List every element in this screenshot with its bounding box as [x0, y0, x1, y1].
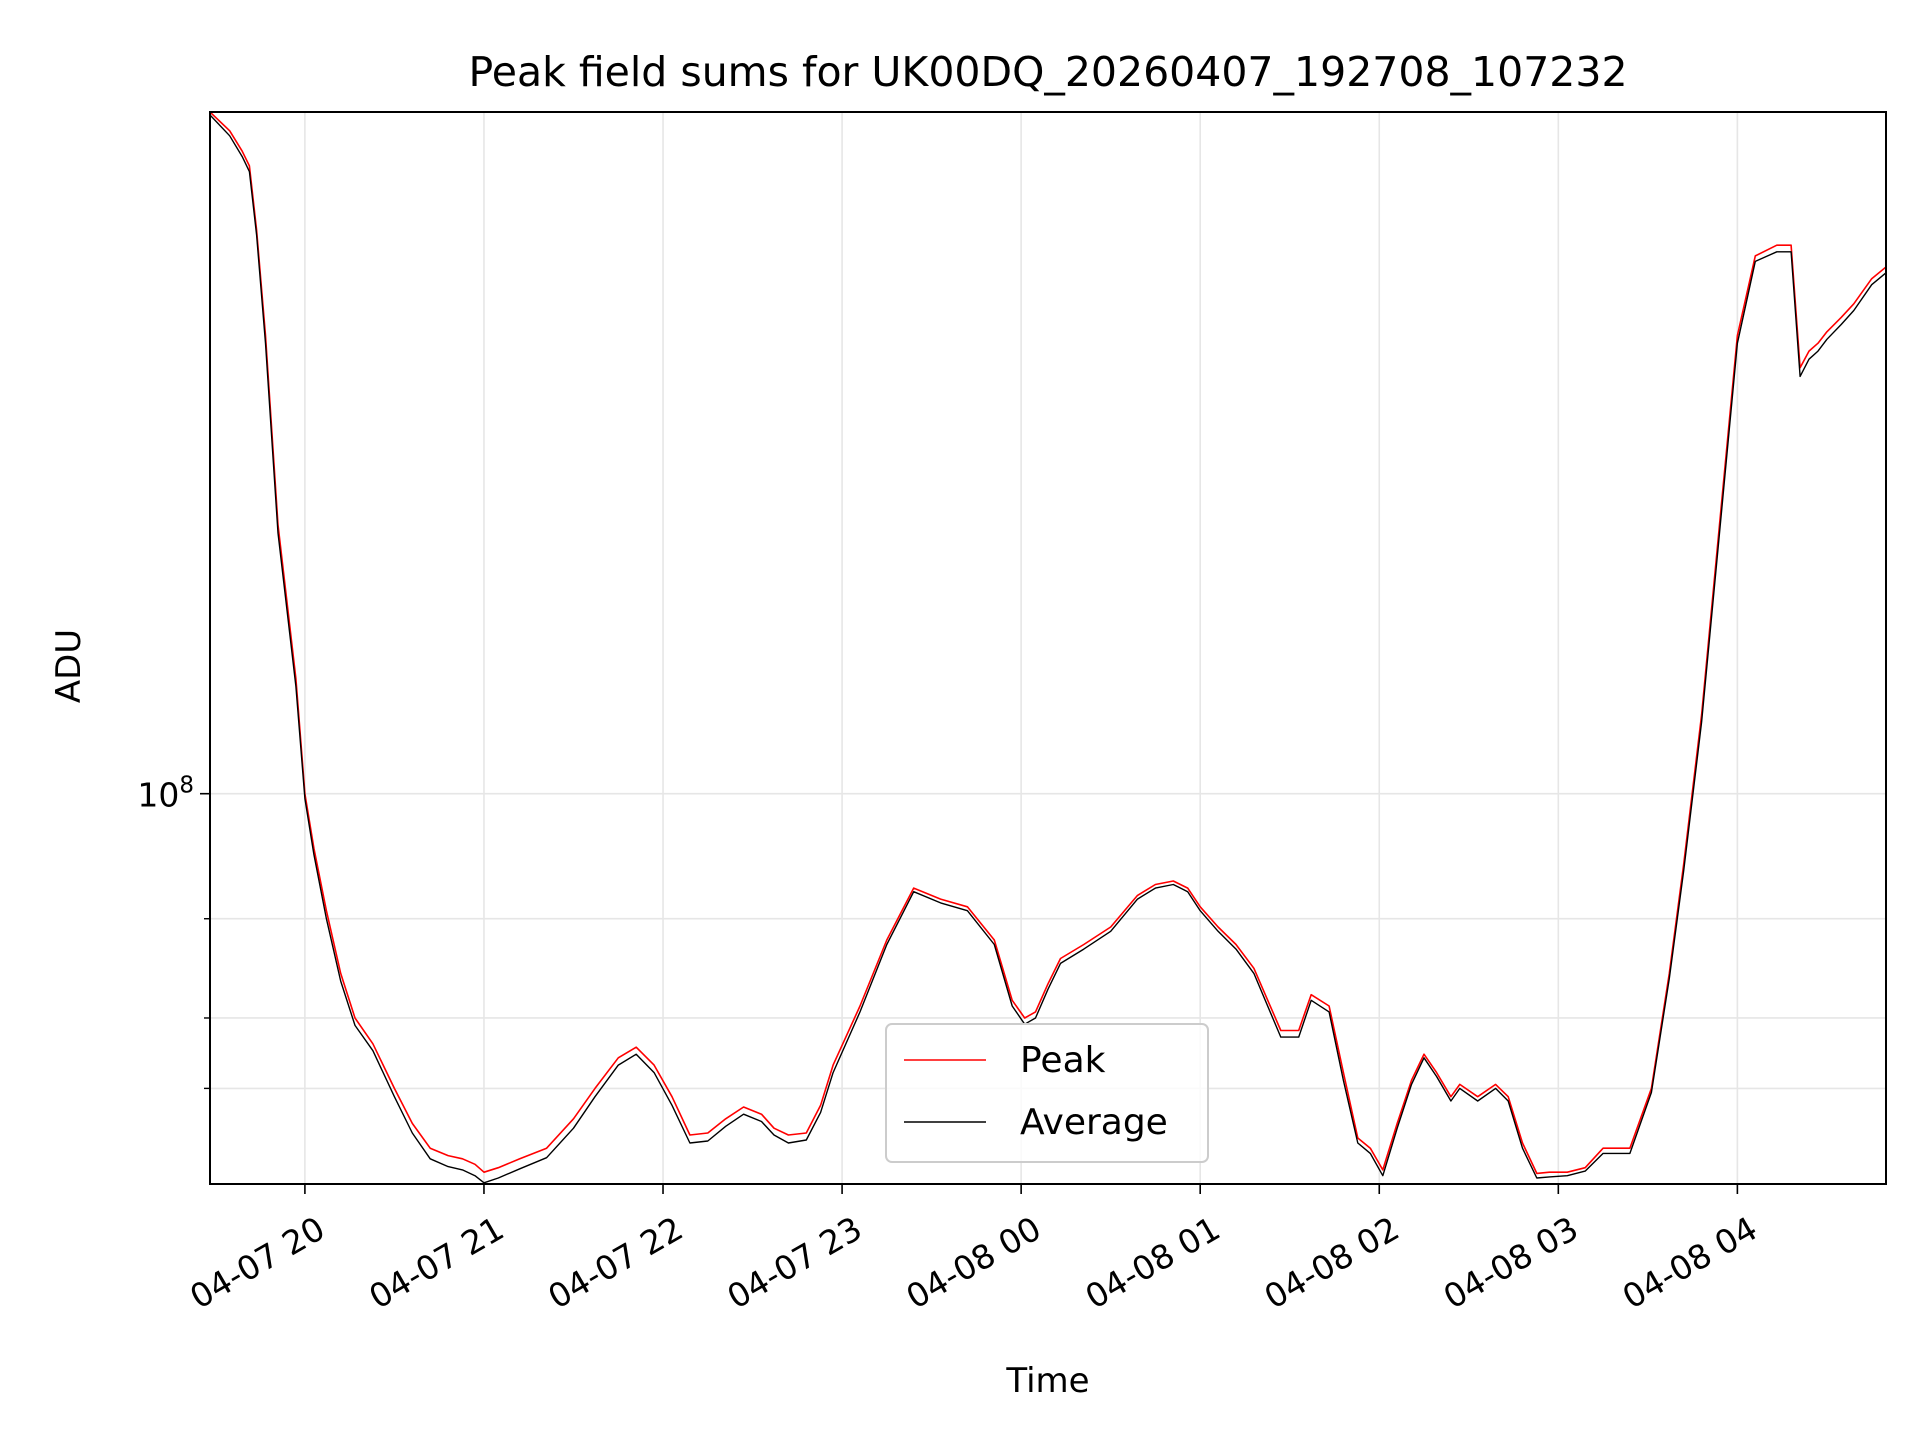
- legend-label-average: Average: [1020, 1102, 1168, 1143]
- y-axis-label: ADU: [49, 629, 89, 703]
- y-tick-label: 108: [137, 773, 194, 815]
- chart-title: Peak field sums for UK00DQ_20260407_1927…: [468, 48, 1627, 96]
- series-line-peak: [210, 112, 1886, 1175]
- plot-layer: [210, 112, 1886, 1184]
- legend-box: [885, 1023, 1209, 1163]
- y-tick-label-base: 10: [137, 776, 179, 815]
- plot-frame: [209, 111, 1887, 1185]
- series-line-average: [210, 114, 1886, 1184]
- x-axis-label: Time: [1005, 1361, 1089, 1401]
- y-tick-label-exponent: 8: [179, 773, 194, 799]
- legend-label-peak: Peak: [1020, 1040, 1106, 1081]
- legend: Peak Average: [885, 1023, 1209, 1163]
